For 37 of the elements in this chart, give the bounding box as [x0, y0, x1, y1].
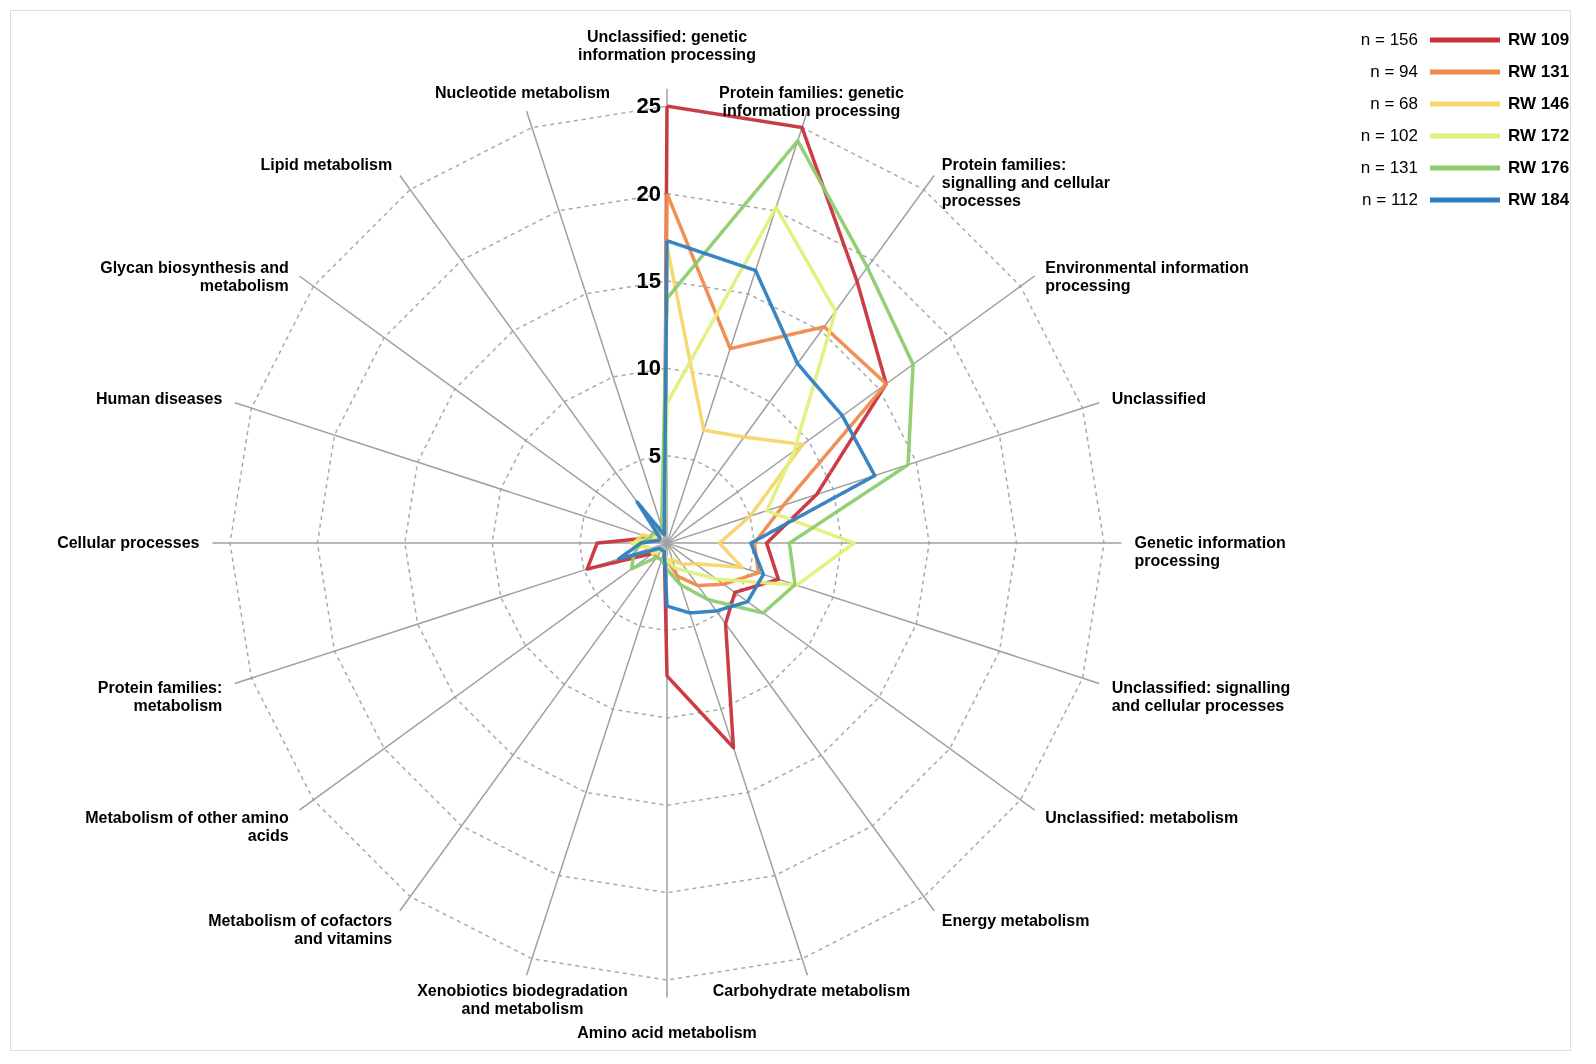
- legend-label: RW 172: [1508, 126, 1570, 145]
- spoke-label: Unclassified: signalling and cellular processes: [1111, 678, 1291, 714]
- spoke-label: Cellular processes: [57, 534, 200, 552]
- text: n = 156: [1360, 30, 1418, 49]
- spoke-label: Glycan biosynthesis and metabolism: [100, 259, 289, 295]
- spoke-label: Unclassified: metabolism: [1045, 808, 1239, 826]
- y-tick-label: 20: [636, 180, 661, 206]
- text: n = 102: [1360, 126, 1418, 145]
- spoke-label: Metabolism of cofactors and vitamins: [208, 912, 393, 948]
- spoke-label: Carbohydrate metabolism: [712, 982, 911, 1000]
- spoke-label: Amino acid metabolism: [577, 1024, 757, 1042]
- spoke-label: Nucleotide metabolism: [434, 84, 611, 102]
- spoke-label: Environmental information processing: [1045, 259, 1249, 295]
- spoke-label: Protein families: metabolism: [97, 678, 223, 714]
- legend-label: RW 131: [1508, 62, 1570, 81]
- spoke-label: Human diseases: [96, 389, 223, 407]
- spoke-label: Xenobiotics biodegradation and metabolism: [417, 982, 628, 1018]
- y-tick-label: 5: [648, 442, 661, 468]
- y-tick-label: 10: [636, 355, 661, 381]
- legend-label: RW 109: [1508, 30, 1570, 49]
- legend-label: RW 176: [1508, 158, 1570, 177]
- spoke-label: Metabolism of other amino acids: [85, 808, 289, 844]
- spoke-label: Protein families: genetic information processing: [719, 84, 905, 120]
- spoke-label: Protein families: signalling and cellular processes: [941, 155, 1110, 209]
- text: n = 68: [1370, 94, 1418, 113]
- legend-label: RW 184: [1508, 190, 1570, 209]
- y-tick-label: 25: [636, 93, 661, 119]
- legend-label: RW 146: [1508, 94, 1570, 113]
- spoke-label: Energy metabolism: [941, 912, 1090, 930]
- spoke-label: Genetic information processing: [1134, 534, 1286, 570]
- y-tick-label: 15: [636, 267, 661, 293]
- text: n = 131: [1360, 158, 1418, 177]
- spoke-label: Lipid metabolism: [260, 155, 393, 173]
- spoke-label: Unclassified: [1111, 389, 1206, 407]
- spoke-label: Unclassified: genetic information processing: [578, 28, 756, 64]
- text: n = 94: [1370, 62, 1418, 81]
- text: n = 112: [1362, 190, 1418, 209]
